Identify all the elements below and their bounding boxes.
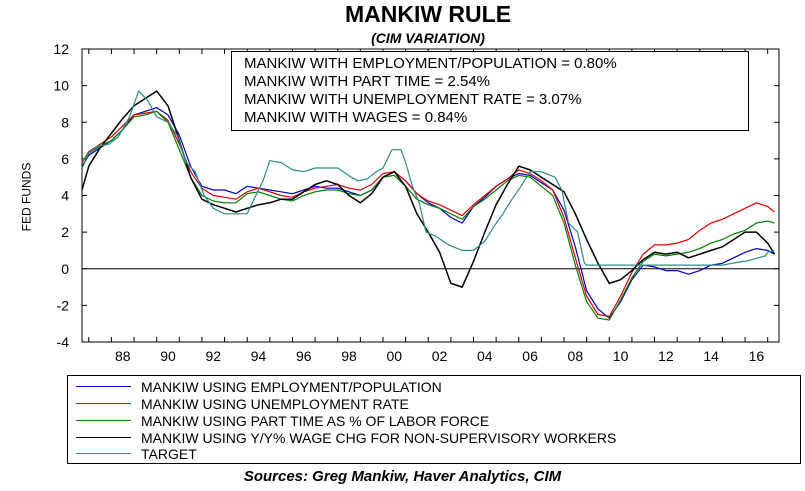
legend-item: MANKIW USING Y/Y% WAGE CHG FOR NON-SUPER… bbox=[76, 429, 617, 446]
y-tick-label: -4 bbox=[57, 334, 70, 350]
annotation-box: MANKIW WITH EMPLOYMENT/POPULATION = 0.80… bbox=[231, 51, 749, 131]
x-tick-label: 08 bbox=[568, 348, 584, 364]
x-tick-label: 16 bbox=[749, 348, 765, 364]
x-tick-label: 92 bbox=[205, 348, 221, 364]
y-tick-label: 10 bbox=[53, 78, 69, 94]
annotation-unemployment-rate: MANKIW WITH UNEMPLOYMENT RATE = 3.07% bbox=[244, 91, 582, 108]
x-tick-label: 88 bbox=[115, 348, 131, 364]
legend-swatch bbox=[76, 386, 131, 387]
legend-item: MANKIW USING PART TIME AS % OF LABOR FOR… bbox=[76, 412, 490, 429]
chart-subtitle: (CIM VARIATION) bbox=[371, 30, 485, 46]
legend-swatch bbox=[76, 453, 131, 454]
y-tick-label: 6 bbox=[61, 151, 69, 167]
y-tick-label: 0 bbox=[61, 261, 69, 277]
annotation-employment-population: MANKIW WITH EMPLOYMENT/POPULATION = 0.80… bbox=[244, 55, 617, 72]
x-tick-label: 00 bbox=[387, 348, 403, 364]
legend-item: TARGET bbox=[76, 445, 197, 462]
y-axis: 12 10 8 6 4 2 0 -2 -4 bbox=[53, 41, 779, 350]
legend: MANKIW USING EMPLOYMENT/POPULATION MANKI… bbox=[67, 375, 801, 464]
legend-label: MANKIW USING EMPLOYMENT/POPULATION bbox=[141, 378, 442, 395]
legend-label: MANKIW USING PART TIME AS % OF LABOR FOR… bbox=[141, 412, 490, 429]
series-line-4 bbox=[81, 90, 776, 288]
annotation-wages: MANKIW WITH WAGES = 0.84% bbox=[244, 109, 468, 126]
x-tick-label: 98 bbox=[341, 348, 357, 364]
legend-swatch bbox=[76, 420, 131, 421]
series-layer bbox=[81, 90, 776, 321]
x-tick-label: 90 bbox=[160, 348, 176, 364]
y-tick-label: -2 bbox=[57, 297, 70, 313]
chart-title: MANKIW RULE bbox=[345, 1, 511, 27]
y-axis-label: FED FUNDS bbox=[19, 162, 34, 232]
legend-label: MANKIW USING Y/Y% WAGE CHG FOR NON-SUPER… bbox=[141, 429, 617, 446]
y-tick-label: 8 bbox=[61, 114, 69, 130]
y-tick-label: 12 bbox=[53, 41, 69, 57]
x-tick-label: 12 bbox=[658, 348, 674, 364]
series-line-5 bbox=[81, 90, 775, 266]
x-tick-label: 94 bbox=[251, 348, 267, 364]
legend-label: MANKIW USING UNEMPLOYMENT RATE bbox=[141, 395, 409, 412]
y-tick-label: 2 bbox=[61, 224, 69, 240]
x-tick-label: 14 bbox=[703, 348, 719, 364]
legend-item: MANKIW USING EMPLOYMENT/POPULATION bbox=[76, 378, 442, 395]
y-tick-label: 4 bbox=[61, 188, 69, 204]
series-line-2 bbox=[81, 110, 775, 317]
x-tick-label: 04 bbox=[477, 348, 493, 364]
legend-swatch bbox=[76, 437, 131, 438]
legend-swatch bbox=[76, 403, 131, 404]
x-axis: 88 90 92 94 96 98 00 02 04 06 08 10 12 14 16 bbox=[88, 49, 769, 364]
legend-label: TARGET bbox=[141, 445, 197, 462]
legend-item: MANKIW USING UNEMPLOYMENT RATE bbox=[76, 395, 409, 412]
x-tick-label: 10 bbox=[613, 348, 629, 364]
sources-note: Sources: Greg Mankiw, Haver Analytics, C… bbox=[243, 468, 562, 485]
x-tick-label: 02 bbox=[432, 348, 448, 364]
annotation-part-time: MANKIW WITH PART TIME = 2.54% bbox=[244, 73, 491, 90]
series-line-1 bbox=[81, 106, 775, 319]
x-tick-label: 96 bbox=[296, 348, 312, 364]
x-tick-label: 06 bbox=[522, 348, 538, 364]
